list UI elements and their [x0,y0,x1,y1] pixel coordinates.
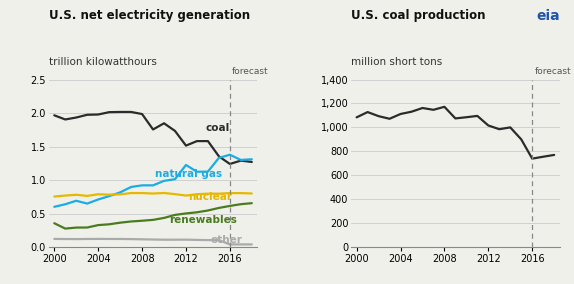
Text: million short tons: million short tons [351,57,443,67]
Text: coal: coal [205,123,230,133]
Text: U.S. net electricity generation: U.S. net electricity generation [49,9,250,22]
Text: U.S. coal production: U.S. coal production [351,9,486,22]
Text: other: other [210,235,242,245]
Text: forecast: forecast [534,67,571,76]
Text: eia: eia [536,9,560,22]
Text: renewables: renewables [169,215,238,225]
Text: nuclear: nuclear [188,193,232,202]
Text: forecast: forecast [232,67,269,76]
Text: natural gas: natural gas [155,169,222,179]
Text: trillion kilowatthours: trillion kilowatthours [49,57,157,67]
